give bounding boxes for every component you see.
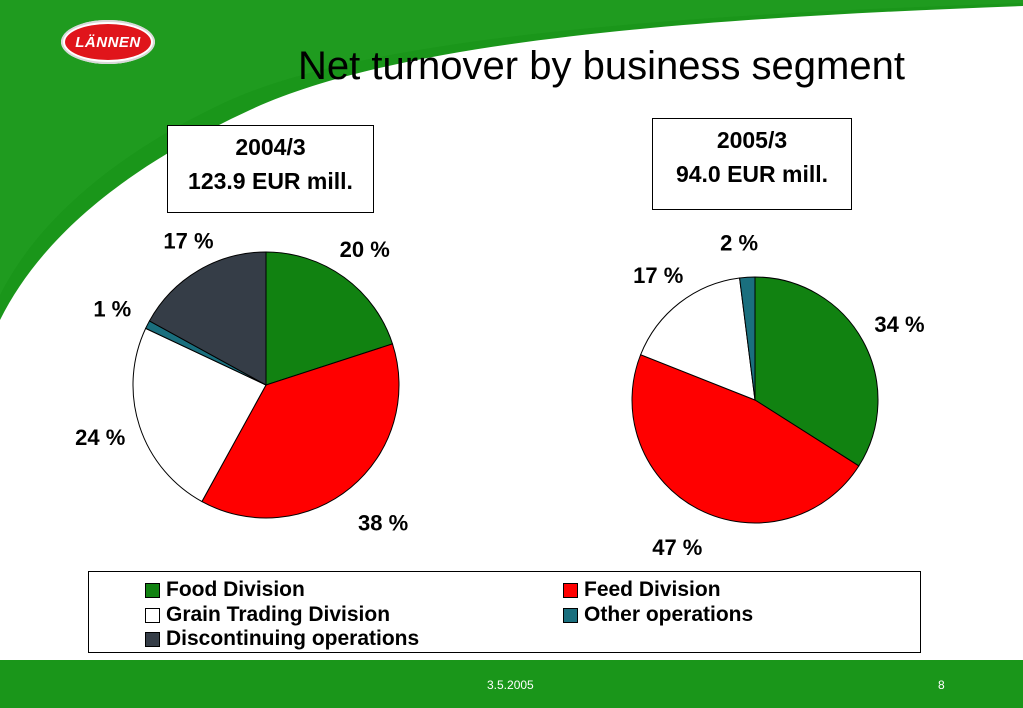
legend-swatch-other: [563, 607, 578, 623]
pie-label-2005-3-food: 34 %: [874, 312, 924, 337]
pie-label-2005-3-grain: 17 %: [633, 263, 683, 288]
slide-title: Net turnover by business segment: [298, 44, 905, 88]
legend-item-discontinuing: Discontinuing operations: [145, 627, 419, 651]
period-label-2004: 2004/3: [235, 134, 306, 160]
legend-swatch-feed: [563, 582, 578, 598]
pie-label-2005-3-other: 2 %: [720, 230, 758, 255]
legend-item-grain: Grain Trading Division: [145, 603, 390, 627]
legend-swatch-discontinuing: [145, 631, 160, 647]
legend-item-food: Food Division: [145, 578, 305, 602]
legend-swatch-food: [145, 582, 160, 598]
legend-label-discontinuing: Discontinuing operations: [166, 627, 420, 650]
legend-item-other: Other operations: [563, 603, 753, 627]
footer-bar: 3.5.2005 8: [0, 660, 1023, 708]
pie-label-2004-3-feed: 38 %: [358, 510, 408, 535]
page-number: 8: [938, 678, 945, 692]
legend-item-feed: Feed Division: [563, 578, 721, 602]
company-logo: LÄNNEN: [61, 20, 155, 64]
period-total-2005: 94.0 EUR mill.: [675, 161, 829, 187]
pie-slice-2005-3-other: [739, 276, 756, 401]
pie-slice-2004-3-food: [265, 251, 394, 386]
chart-legend: Food Division Feed Division Grain Tradin…: [88, 571, 921, 653]
footer-date: 3.5.2005: [487, 678, 534, 692]
pie-slice-2004-3-grain: [132, 327, 267, 503]
pie-label-2005-3-feed: 47 %: [652, 535, 702, 560]
pie-label-2004-3-food: 20 %: [340, 237, 390, 262]
legend-label-grain: Grain Trading Division: [166, 603, 391, 626]
pie-slice-2005-3-feed: [631, 354, 860, 524]
legend-swatch-grain: [145, 607, 160, 623]
pie-slice-2004-3-discontinuing: [148, 251, 267, 386]
pie-slice-2005-3-grain: [639, 277, 756, 401]
period-label-2005: 2005/3: [716, 127, 788, 153]
period-box-2004: 2004/3 123.9 EUR mill.: [167, 125, 374, 213]
period-total-2004: 123.9 EUR mill.: [188, 168, 353, 194]
legend-label-food: Food Division: [166, 578, 305, 601]
pie-label-2004-3-other: 1 %: [93, 297, 131, 322]
legend-label-feed: Feed Division: [584, 578, 721, 601]
period-box-2005: 2005/3 94.0 EUR mill.: [652, 118, 852, 210]
pie-label-2004-3-discontinuing: 17 %: [163, 228, 213, 253]
pie-slice-2005-3-food: [754, 276, 879, 467]
pie-label-2004-3-grain: 24 %: [75, 425, 125, 450]
legend-label-other: Other operations: [584, 603, 754, 626]
logo-text: LÄNNEN: [65, 24, 151, 60]
pie-slice-2004-3-feed: [201, 343, 400, 519]
